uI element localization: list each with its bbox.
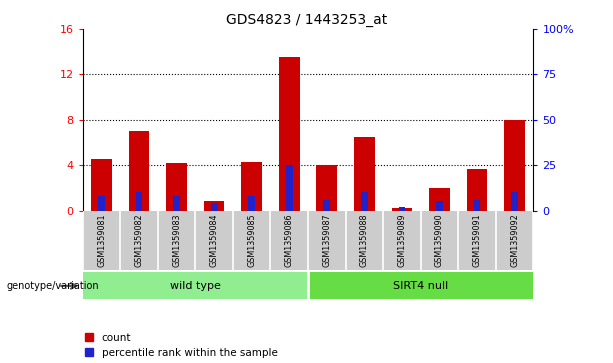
Text: GSM1359082: GSM1359082: [135, 214, 143, 267]
Bar: [429, 188, 450, 211]
Bar: [211, 203, 218, 211]
Bar: [248, 196, 255, 211]
Bar: [354, 137, 375, 211]
Legend: count, percentile rank within the sample: count, percentile rank within the sample: [85, 333, 278, 358]
Text: GSM1359086: GSM1359086: [285, 214, 294, 267]
Bar: [316, 165, 337, 211]
Text: genotype/variation: genotype/variation: [6, 281, 99, 291]
Bar: [166, 163, 187, 211]
Text: GSM1359092: GSM1359092: [510, 213, 519, 268]
Text: GSM1359087: GSM1359087: [322, 214, 331, 267]
Text: GSM1359084: GSM1359084: [210, 214, 219, 267]
Text: GSM1359091: GSM1359091: [473, 214, 481, 267]
Bar: [466, 168, 487, 211]
Text: GSM1359085: GSM1359085: [247, 214, 256, 267]
Text: GSM1359088: GSM1359088: [360, 214, 369, 267]
Bar: [504, 120, 525, 211]
Bar: [173, 196, 180, 211]
Bar: [98, 196, 105, 211]
Bar: [286, 165, 292, 211]
Bar: [398, 207, 405, 211]
Text: GSM1359090: GSM1359090: [435, 214, 444, 267]
Bar: [436, 201, 443, 211]
Text: GDS4823 / 1443253_at: GDS4823 / 1443253_at: [226, 13, 387, 27]
Bar: [135, 192, 142, 211]
Bar: [242, 162, 262, 211]
Bar: [392, 208, 412, 211]
Text: wild type: wild type: [170, 281, 221, 291]
Text: SIRT4 null: SIRT4 null: [393, 281, 448, 291]
Bar: [474, 200, 481, 211]
Bar: [279, 57, 300, 211]
Text: GSM1359089: GSM1359089: [397, 214, 406, 267]
Bar: [324, 200, 330, 211]
Bar: [361, 192, 368, 211]
Text: GSM1359083: GSM1359083: [172, 214, 181, 267]
Bar: [129, 131, 150, 211]
Bar: [91, 159, 112, 211]
Bar: [308, 272, 533, 299]
Text: GSM1359081: GSM1359081: [97, 214, 106, 267]
Bar: [511, 192, 518, 211]
Bar: [83, 272, 308, 299]
Bar: [204, 201, 224, 211]
